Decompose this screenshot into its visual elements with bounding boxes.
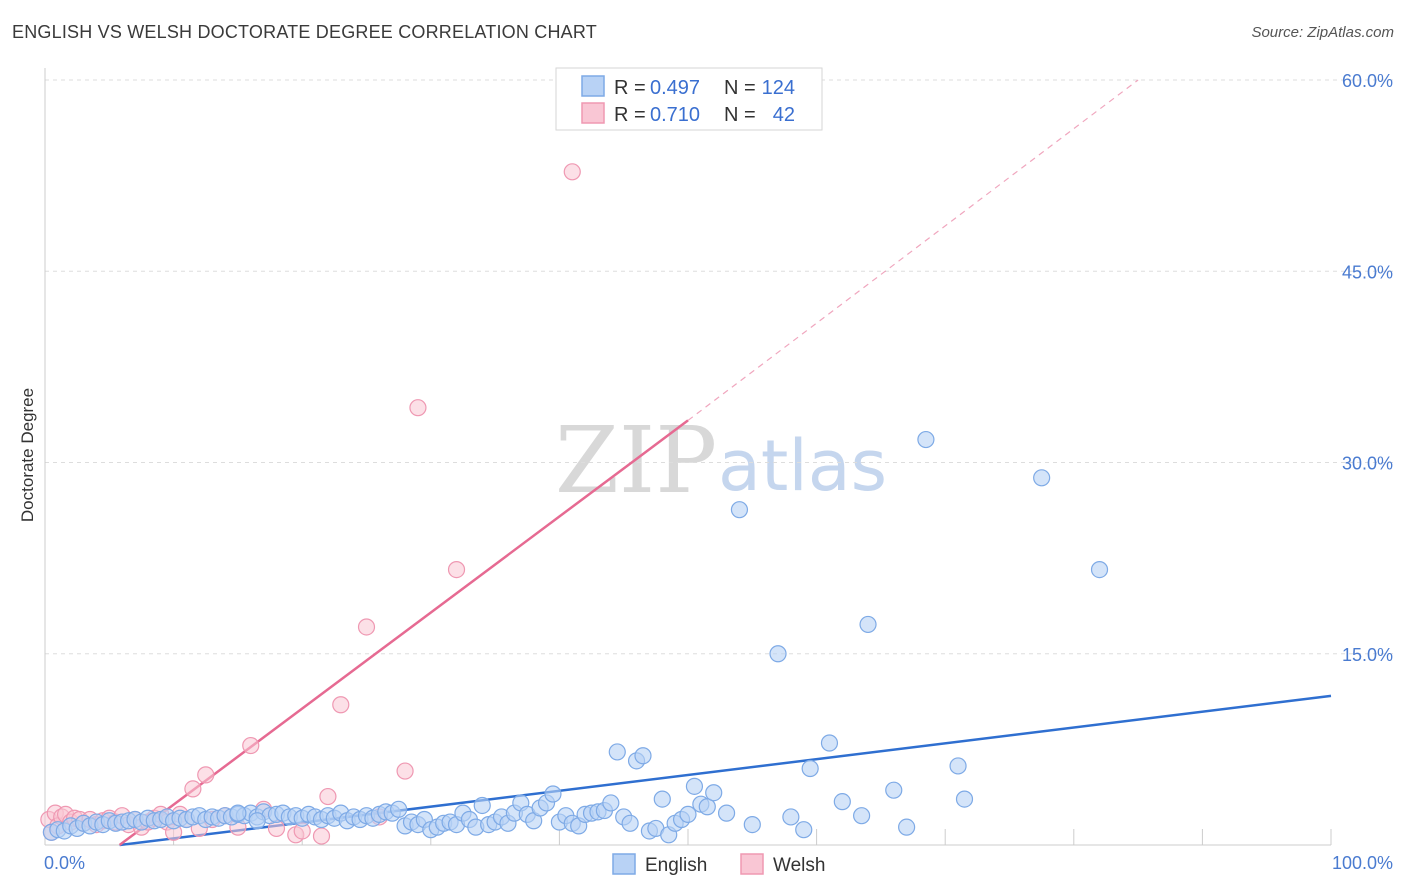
english-point [634,747,652,765]
english-point [698,798,716,816]
welsh-legend-swatch [581,102,605,124]
english-point [769,645,787,663]
english-point [608,743,626,761]
welsh-point [312,827,331,845]
english-point [898,818,916,836]
y-axis-title: Doctorate Degree [18,388,37,522]
y-tick-labels: 15.0% 30.0% 45.0% 60.0% [1342,71,1393,665]
english-point [229,804,247,822]
english-point [833,793,851,811]
welsh-n-value: 42 [773,104,795,126]
welsh-point [332,696,350,714]
english-point [621,814,639,832]
page-title: ENGLISH VS WELSH DOCTORATE DEGREE CORREL… [12,22,597,42]
series-legend: English Welsh [612,853,825,876]
welsh-point [396,762,414,780]
english-point [473,796,491,815]
welsh-trend-extension [687,79,1139,421]
english-point [917,430,935,449]
english-point [853,807,871,825]
welsh-point [184,780,202,798]
english-point [743,815,761,834]
welsh-legend-label: Welsh [773,855,825,876]
welsh-points [40,163,581,845]
english-point [885,781,903,799]
welsh-r-value: 0.710 [650,104,700,126]
y-tick-label: 45.0% [1342,262,1393,282]
x-tick-label-min: 0.0% [44,853,85,873]
english-point [795,821,813,839]
welsh-point [319,787,337,806]
english-legend-swatch [581,75,605,97]
watermark-atlas: atlas [718,425,887,507]
english-n-value: 124 [762,77,795,99]
english-point [390,800,408,818]
welsh-n-label: N = [724,104,756,126]
welsh-point [563,163,581,181]
english-point [653,790,671,808]
english-r-value: 0.497 [650,77,700,99]
welsh-point [409,399,427,417]
english-n-label: N = [724,77,756,99]
english-r-label: R = [614,77,646,99]
english-point [782,808,800,826]
english-point [602,794,620,812]
english-point [820,734,839,752]
x-tick-label-max: 100.0% [1332,853,1393,873]
welsh-bottom-swatch [740,853,764,875]
welsh-point [197,766,215,784]
english-point [801,759,819,778]
english-bottom-swatch [612,853,636,875]
english-point [949,757,967,775]
english-point [544,785,562,803]
stats-legend: R = 0.497 N = 124 R = 0.710 N = 42 [555,67,823,131]
english-point [679,805,697,824]
y-tick-label: 15.0% [1342,645,1393,665]
welsh-r-label: R = [614,104,646,126]
english-point [955,790,974,808]
english-point [717,804,736,822]
watermark: ZIP atlas [555,407,887,514]
welsh-point [447,560,466,579]
english-point [705,784,723,802]
y-tick-label: 60.0% [1342,71,1393,91]
welsh-point [357,618,376,636]
y-tick-label: 30.0% [1342,454,1393,474]
english-point [730,501,749,519]
english-points [42,430,1109,844]
welsh-point [242,736,260,755]
source-credit: Source: ZipAtlas.com [1251,24,1394,41]
english-point [248,812,266,830]
english-point [685,777,704,795]
english-point [1033,469,1051,487]
english-point [859,615,877,634]
english-point [1090,560,1109,579]
english-legend-label: English [645,855,707,876]
